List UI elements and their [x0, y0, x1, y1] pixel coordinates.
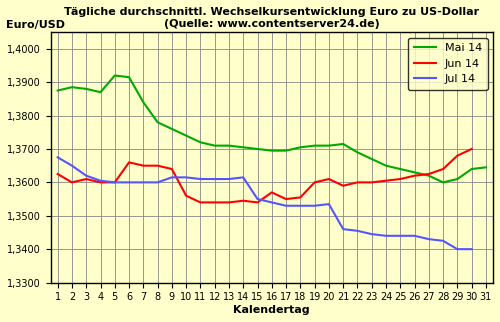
Text: Euro/USD: Euro/USD — [6, 20, 66, 30]
Jun 14 — [169, 167, 175, 171]
Jun 14 — [326, 177, 332, 181]
Jul 14 — [69, 164, 75, 168]
Jul 14 — [454, 247, 460, 251]
Mai 14 — [412, 170, 418, 174]
Mai 14 — [226, 144, 232, 147]
Mai 14 — [326, 144, 332, 147]
Jun 14 — [440, 167, 446, 171]
Jul 14 — [398, 234, 404, 238]
Jun 14 — [454, 154, 460, 157]
Mai 14 — [198, 140, 203, 144]
Mai 14 — [183, 134, 189, 137]
X-axis label: Kalendertag: Kalendertag — [234, 305, 310, 315]
Mai 14 — [83, 87, 89, 91]
Mai 14 — [126, 75, 132, 79]
Mai 14 — [340, 142, 346, 146]
Jul 14 — [112, 180, 118, 184]
Mai 14 — [269, 149, 275, 153]
Jul 14 — [183, 175, 189, 179]
Jun 14 — [69, 180, 75, 184]
Jul 14 — [126, 180, 132, 184]
Jun 14 — [354, 180, 360, 184]
Mai 14 — [440, 180, 446, 184]
Jul 14 — [198, 177, 203, 181]
Mai 14 — [368, 157, 374, 161]
Jun 14 — [240, 199, 246, 203]
Jun 14 — [140, 164, 146, 168]
Line: Jul 14: Jul 14 — [58, 157, 472, 249]
Jul 14 — [326, 202, 332, 206]
Jun 14 — [183, 194, 189, 198]
Jul 14 — [368, 232, 374, 236]
Mai 14 — [240, 145, 246, 149]
Jul 14 — [426, 237, 432, 241]
Jun 14 — [283, 197, 289, 201]
Jun 14 — [98, 180, 103, 184]
Jul 14 — [412, 234, 418, 238]
Jun 14 — [54, 172, 60, 176]
Jul 14 — [298, 204, 304, 208]
Jul 14 — [226, 177, 232, 181]
Jul 14 — [54, 156, 60, 159]
Jun 14 — [412, 174, 418, 178]
Mai 14 — [312, 144, 318, 147]
Mai 14 — [298, 145, 304, 149]
Jun 14 — [126, 160, 132, 164]
Jul 14 — [312, 204, 318, 208]
Jul 14 — [240, 175, 246, 179]
Mai 14 — [468, 167, 474, 171]
Jun 14 — [83, 177, 89, 181]
Jun 14 — [254, 201, 260, 204]
Line: Mai 14: Mai 14 — [58, 76, 486, 182]
Mai 14 — [283, 149, 289, 153]
Line: Jun 14: Jun 14 — [58, 149, 472, 203]
Jun 14 — [468, 147, 474, 151]
Jul 14 — [354, 229, 360, 233]
Mai 14 — [426, 174, 432, 178]
Mai 14 — [354, 150, 360, 154]
Jul 14 — [440, 239, 446, 243]
Jun 14 — [198, 201, 203, 204]
Jul 14 — [212, 177, 218, 181]
Jun 14 — [368, 180, 374, 184]
Jun 14 — [298, 195, 304, 199]
Jun 14 — [154, 164, 160, 168]
Jun 14 — [398, 177, 404, 181]
Mai 14 — [69, 85, 75, 89]
Mai 14 — [112, 74, 118, 78]
Mai 14 — [212, 144, 218, 147]
Jun 14 — [212, 201, 218, 204]
Jul 14 — [340, 227, 346, 231]
Jul 14 — [383, 234, 389, 238]
Jul 14 — [98, 179, 103, 183]
Jun 14 — [340, 184, 346, 188]
Jul 14 — [269, 201, 275, 204]
Mai 14 — [98, 90, 103, 94]
Jun 14 — [383, 179, 389, 183]
Jul 14 — [140, 180, 146, 184]
Jul 14 — [169, 175, 175, 179]
Mai 14 — [483, 166, 489, 169]
Jun 14 — [269, 190, 275, 194]
Jul 14 — [254, 197, 260, 201]
Title: Tägliche durchschnittl. Wechselkursentwicklung Euro zu US-Dollar
(Quelle: www.co: Tägliche durchschnittl. Wechselkursentwi… — [64, 7, 480, 29]
Mai 14 — [54, 89, 60, 92]
Mai 14 — [169, 127, 175, 131]
Mai 14 — [154, 120, 160, 124]
Jul 14 — [83, 174, 89, 178]
Mai 14 — [254, 147, 260, 151]
Jun 14 — [112, 180, 118, 184]
Legend: Mai 14, Jun 14, Jul 14: Mai 14, Jun 14, Jul 14 — [408, 38, 488, 90]
Jun 14 — [426, 172, 432, 176]
Jun 14 — [226, 201, 232, 204]
Jun 14 — [312, 180, 318, 184]
Jul 14 — [283, 204, 289, 208]
Jul 14 — [468, 247, 474, 251]
Mai 14 — [383, 164, 389, 168]
Mai 14 — [140, 100, 146, 104]
Jul 14 — [154, 180, 160, 184]
Mai 14 — [454, 177, 460, 181]
Mai 14 — [398, 167, 404, 171]
